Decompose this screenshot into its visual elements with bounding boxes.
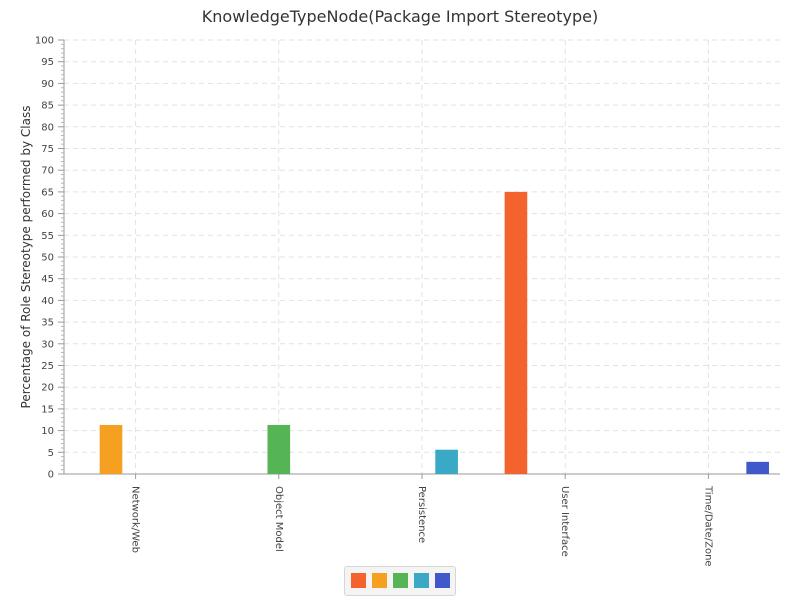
y-tick-label: 65	[41, 187, 54, 198]
y-tick-label: 10	[41, 426, 54, 437]
x-axis-labels: Network/Web Object Model Persistence User I…	[130, 485, 714, 567]
bar	[267, 424, 291, 474]
y-tick-label: 0	[48, 470, 54, 481]
y-axis-label: Percentage of Role Stereotype performed …	[19, 106, 33, 409]
bar	[746, 461, 769, 474]
grid-lines	[64, 39, 780, 474]
bar	[435, 449, 458, 474]
y-tick-label: 30	[41, 339, 54, 350]
x-category-label: User Interface	[559, 486, 570, 557]
legend-swatch	[351, 573, 366, 588]
legend-swatch	[414, 573, 429, 588]
y-tick-label: 90	[41, 79, 54, 90]
y-tick-label: 55	[41, 231, 54, 242]
y-tick-label: 75	[41, 144, 54, 155]
x-category-label: Object Model	[273, 486, 284, 552]
y-tick-label: 100	[35, 36, 54, 47]
legend	[344, 566, 456, 596]
bar	[99, 424, 123, 474]
y-tick-label: 60	[41, 209, 54, 220]
legend-swatch	[393, 573, 408, 588]
x-category-label: Network/Web	[130, 486, 141, 553]
y-tick-label: 70	[41, 166, 54, 177]
y-tick-label: 80	[41, 122, 54, 133]
y-tick-label: 95	[41, 57, 54, 68]
y-tick-label: 85	[41, 101, 54, 112]
y-tick-label: 20	[41, 383, 54, 394]
y-tick-label: 5	[48, 448, 54, 459]
bar	[504, 191, 528, 474]
y-axis-ticks: 0 5 10 15 20 25 30 35 40 45 50 55 60 65 70 75 80 85 90 95 10…	[35, 36, 64, 481]
chart-title: KnowledgeTypeNode(Package Import Stereot…	[201, 7, 599, 26]
legend-swatch	[372, 573, 387, 588]
bars	[99, 191, 769, 474]
y-tick-label: 35	[41, 318, 54, 329]
y-tick-label: 15	[41, 404, 54, 415]
x-category-label: Time/Date/Zone	[702, 485, 713, 567]
legend-swatch	[435, 573, 450, 588]
x-category-label: Persistence	[416, 486, 427, 543]
y-tick-label: 25	[41, 361, 54, 372]
y-tick-label: 40	[41, 296, 54, 307]
y-tick-label: 45	[41, 274, 54, 285]
y-tick-label: 50	[41, 253, 54, 264]
